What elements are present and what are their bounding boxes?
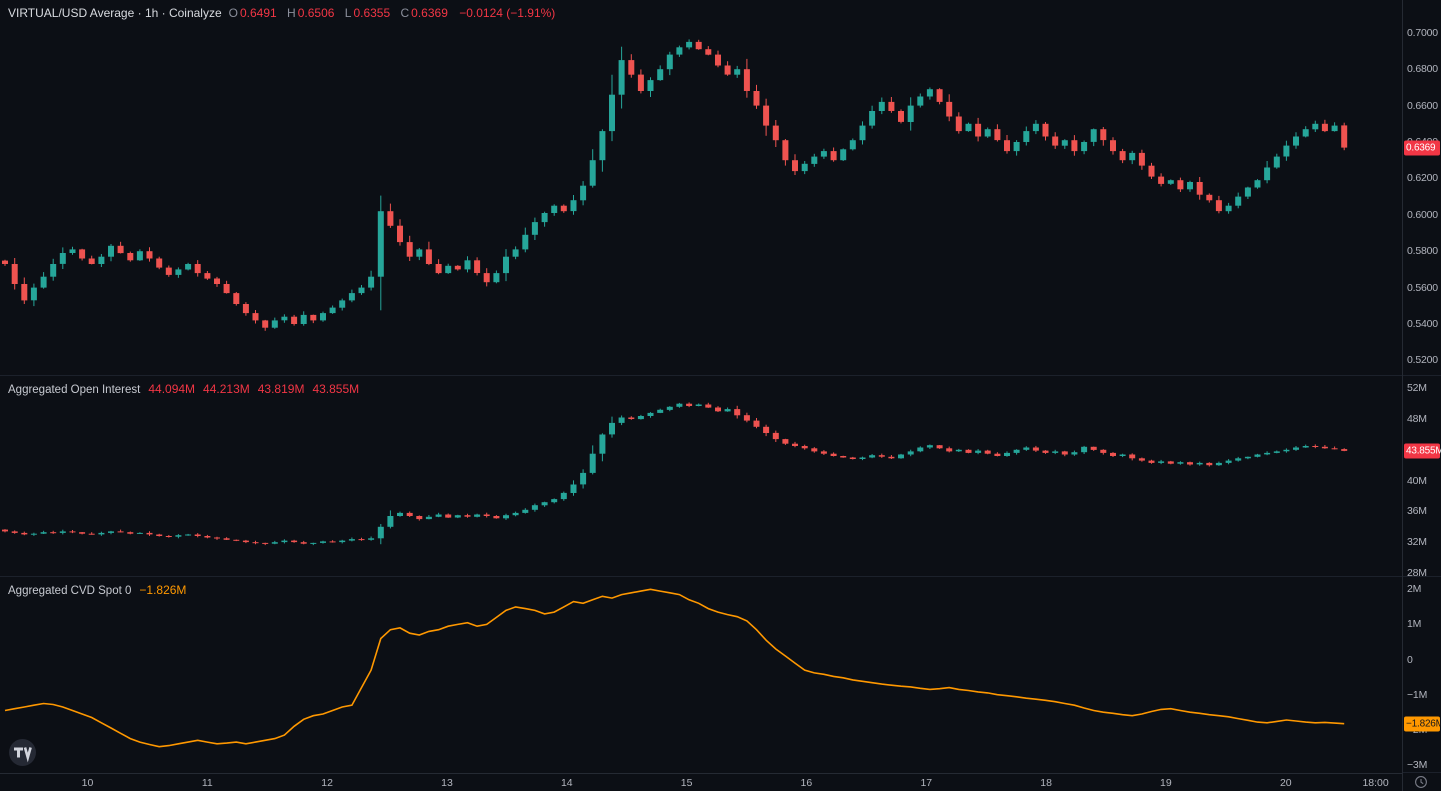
y-axis-label: 0.6600 [1407,99,1438,112]
oi-axis-badge: 43.855M [1404,443,1441,459]
y-axis-label: 0.5800 [1407,245,1438,258]
oi-close-value: 43.855M [312,382,360,396]
oi-low-value: 43.819M [257,382,305,396]
time-axis-label: 18:00 [1362,777,1389,789]
ohlc-readout: O 0.6491 H 0.6506 L 0.6355 C 0.6369 −0.0124 … [222,6,556,20]
axis-divider [1403,375,1441,376]
panel-divider[interactable] [0,576,1402,577]
timezone-clock-icon[interactable] [1414,775,1428,789]
high-label: H [287,6,296,20]
y-axis-label: 48M [1407,413,1427,426]
y-axis-label: 0.6200 [1407,172,1438,185]
low-label: L [344,6,352,20]
open-label: O [228,6,238,20]
panel-divider[interactable] [0,375,1402,376]
time-axis[interactable]: 10 11 12 13 14 15 16 17 18 19 20 18:00 [0,773,1402,791]
y-axis-label: 0.5600 [1407,281,1438,294]
oi-open-value: 44.094M [148,382,196,396]
oi-high-value: 44.213M [203,382,250,396]
close-label: C [400,6,410,20]
time-axis-label: 13 [441,777,453,789]
price-panel: VIRTUAL/USD Average · 1h · Coinalyze O 0.… [0,0,1402,375]
y-axis-label: 28M [1407,566,1427,579]
y-axis-label: 0 [1407,653,1413,666]
time-axis-label: 17 [920,777,933,789]
y-axis-label: 1M [1407,618,1422,631]
time-axis-label: 11 [201,777,213,789]
y-axis-label: 0.5400 [1407,318,1438,331]
y-axis-label: −3M [1407,758,1428,771]
open-interest-panel: Aggregated Open Interest 44.094M 44.213M… [0,376,1402,576]
time-axis-label: 20 [1279,777,1292,789]
price-candlestick-chart[interactable] [0,0,1402,375]
low-value: 0.6355 [353,6,391,20]
price-axis-column[interactable]: 0.70000.68000.66000.64000.62000.60000.58… [1402,0,1441,791]
y-axis-label: 40M [1407,474,1427,487]
cvd-panel: Aggregated CVD Spot 0 −1.826M [0,577,1402,773]
cvd-value: −1.826M [139,583,187,597]
price-axis-badge: 0.6369 [1404,140,1440,156]
axis-divider [1403,576,1441,577]
open-value: 0.6491 [240,6,277,20]
time-axis-label: 18 [1040,777,1052,789]
y-axis-label: 0.7000 [1407,26,1438,39]
price-legend: VIRTUAL/USD Average · 1h · Coinalyze O 0.… [8,6,555,20]
high-value: 0.6506 [297,6,335,20]
axis-divider [1403,772,1441,773]
symbol-title[interactable]: VIRTUAL/USD Average · 1h · Coinalyze [8,6,222,20]
oi-legend: Aggregated Open Interest 44.094M 44.213M… [8,382,359,396]
time-axis-label: 19 [1160,777,1172,789]
y-axis-label: 0.6800 [1407,63,1438,76]
chart-column: VIRTUAL/USD Average · 1h · Coinalyze O 0.… [0,0,1402,791]
change-value: −0.0124 (−1.91%) [459,6,556,20]
y-axis-label: 52M [1407,382,1427,395]
cvd-legend: Aggregated CVD Spot 0 −1.826M [8,583,186,597]
open-interest-chart[interactable] [0,376,1402,576]
time-axis-label: 14 [560,777,573,789]
cvd-indicator-title[interactable]: Aggregated CVD Spot 0 [8,585,132,597]
y-axis-label: 0.6000 [1407,208,1438,221]
time-axis-label: 12 [321,777,333,789]
tradingview-logo[interactable] [8,738,37,767]
oi-indicator-title[interactable]: Aggregated Open Interest [8,384,141,396]
cvd-axis-badge: −1.826M [1404,716,1441,732]
time-axis-label: 15 [680,777,693,789]
y-axis-label: 2M [1407,583,1422,596]
close-value: 0.6369 [411,6,448,20]
time-axis-label: 16 [800,777,813,789]
time-axis-label: 10 [81,777,94,789]
y-axis-label: 0.5200 [1407,354,1438,367]
tradingview-logo-icon [9,739,36,766]
y-axis-label: −1M [1407,688,1428,701]
y-axis-label: 36M [1407,505,1427,518]
y-axis-label: 32M [1407,536,1427,549]
cvd-line-chart[interactable] [0,577,1402,773]
